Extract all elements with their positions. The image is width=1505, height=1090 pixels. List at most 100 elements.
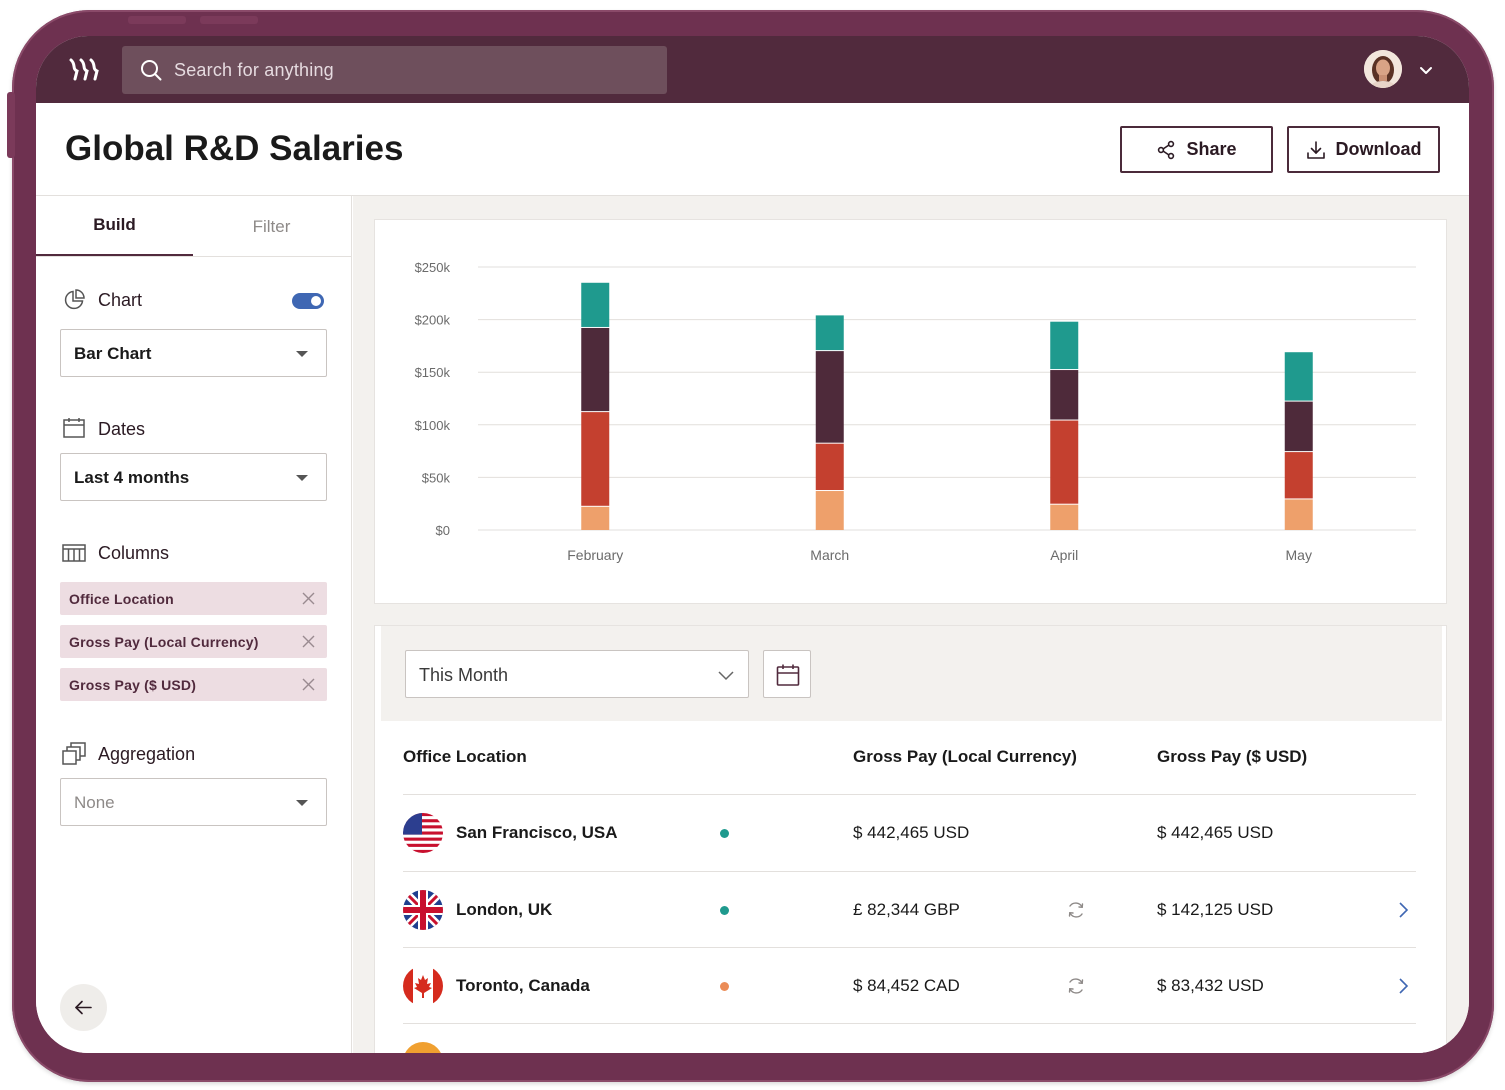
column-header-gross-pay-usd[interactable]: Gross Pay ($ USD) [1157, 747, 1308, 766]
aggregation-section-label: Aggregation [98, 744, 196, 764]
chart-toggle[interactable] [292, 293, 324, 309]
column-chip-label: Office Location [69, 591, 174, 607]
avatar-portrait-icon [1364, 50, 1402, 88]
y-tick-label: $200k [415, 313, 451, 328]
us-flag-icon [403, 813, 443, 853]
table-row[interactable]: San Francisco, USA $ 442,465 USD $ 442,4… [403, 794, 1416, 871]
gross-pay-local: $ 84,452 CAD [853, 976, 960, 995]
bar-segment[interactable] [1284, 352, 1313, 401]
columns-section-label: Columns [98, 543, 170, 563]
bar-segment[interactable] [1284, 499, 1313, 530]
table-row[interactable]: Toronto, Canada $ 84,452 CAD $ 83,432 US… [403, 947, 1416, 1024]
status-dot [720, 906, 729, 915]
x-tick-label: February [567, 547, 623, 563]
column-chip-label: Gross Pay ($ USD) [69, 677, 197, 693]
y-tick-label: $150k [415, 365, 451, 380]
bar-segment[interactable] [581, 412, 610, 506]
stacked-bar-chart: $0 $50k $100k $150k $200k $250k February March A… [415, 260, 1416, 563]
chart-type-select[interactable]: Bar Chart [60, 329, 327, 377]
next-row-flag-icon [403, 1042, 443, 1053]
column-chip-gross-pay-local[interactable]: Gross Pay (Local Currency) [60, 625, 327, 658]
uk-flag-icon [403, 890, 443, 930]
date-range-value: Last 4 months [74, 468, 190, 487]
calendar-button[interactable] [763, 650, 811, 698]
bar-segment[interactable] [1050, 321, 1079, 370]
bar-segment[interactable] [815, 315, 844, 351]
calendar-icon [63, 418, 85, 438]
office-location: London, UK [456, 900, 553, 919]
bar-segment[interactable] [581, 282, 610, 327]
period-select[interactable]: This Month [405, 650, 749, 698]
date-range-select[interactable]: Last 4 months [60, 453, 327, 501]
bar-segment[interactable] [815, 491, 844, 530]
caret-down-icon [296, 351, 308, 357]
bar-segment[interactable] [815, 351, 844, 443]
bar-segment[interactable] [815, 443, 844, 491]
columns-icon [62, 544, 86, 562]
table-row[interactable]: London, UK £ 82,344 GBP $ 142,125 USD [403, 871, 1416, 948]
app-screen: Search for anything Global R&D Salaries [36, 36, 1469, 1053]
tab-filter[interactable]: Filter [252, 216, 291, 236]
back-button[interactable] [60, 984, 107, 1031]
column-chip-gross-pay-usd[interactable]: Gross Pay ($ USD) [60, 668, 327, 701]
aggregation-select[interactable]: None [60, 778, 327, 826]
remove-icon[interactable] [302, 678, 315, 691]
bar-segment[interactable] [1050, 420, 1079, 504]
canada-flag-icon [403, 966, 443, 1006]
bar-segment[interactable] [581, 506, 610, 530]
table-filter-bar: This Month [381, 626, 1442, 721]
share-icon [1158, 140, 1175, 159]
gross-pay-local: $ 442,465 USD [853, 823, 970, 842]
chart-type-value: Bar Chart [74, 344, 152, 363]
period-value: This Month [419, 665, 509, 685]
column-chip-label: Gross Pay (Local Currency) [69, 634, 259, 650]
office-location: San Francisco, USA [456, 823, 618, 842]
bar-segment[interactable] [581, 327, 610, 412]
remove-icon[interactable] [302, 635, 315, 648]
x-tick-label: March [810, 547, 849, 563]
download-button[interactable]: Download [1287, 126, 1440, 173]
y-tick-label: $0 [436, 523, 450, 538]
gross-pay-usd: $ 442,465 USD [1157, 823, 1274, 842]
x-tick-label: May [1286, 547, 1312, 563]
search-input[interactable]: Search for anything [122, 46, 667, 94]
chart-section-label: Chart [98, 290, 143, 310]
caret-down-icon [296, 475, 308, 481]
column-header-office-location[interactable]: Office Location [403, 747, 527, 766]
dates-section-label: Dates [98, 419, 146, 439]
status-dot [720, 829, 729, 838]
chevron-right-icon[interactable] [1396, 901, 1410, 919]
chevron-right-icon[interactable] [1396, 977, 1410, 995]
top-navigation-bar: Search for anything [36, 36, 1469, 103]
bar-segment[interactable] [1050, 504, 1079, 530]
page-header: Global R&D Salaries Share Download [36, 103, 1469, 196]
tabs-divider [36, 256, 352, 257]
caret-down-icon [296, 800, 308, 806]
user-avatar[interactable] [1364, 50, 1402, 88]
bar-segment[interactable] [1284, 401, 1313, 452]
column-chip-office-location[interactable]: Office Location [60, 582, 327, 615]
bar-segment[interactable] [1284, 452, 1313, 499]
report-main-area: $0 $50k $100k $150k $200k $250k February March A… [353, 196, 1469, 1053]
tab-build[interactable]: Build [36, 196, 193, 257]
y-tick-label: $250k [415, 260, 451, 275]
currency-sync-icon [1068, 902, 1084, 918]
chevron-down-icon [718, 671, 734, 681]
search-icon [141, 60, 162, 81]
gross-pay-local: £ 82,344 GBP [853, 900, 960, 919]
device-side-button [7, 92, 15, 158]
gross-pay-usd: $ 142,125 USD [1157, 900, 1274, 919]
report-builder-sidebar: Build Filter Chart Bar Chart Dates Last … [36, 196, 352, 1053]
aggregation-icon [62, 742, 86, 765]
rippling-logo-icon[interactable] [69, 57, 101, 81]
page-title: Global R&D Salaries [65, 129, 404, 168]
y-tick-label: $50k [422, 470, 451, 485]
share-button[interactable]: Share [1120, 126, 1273, 173]
aggregation-value: None [74, 793, 115, 812]
remove-icon[interactable] [302, 592, 315, 605]
bar-segment[interactable] [1050, 370, 1079, 420]
column-header-gross-pay-local[interactable]: Gross Pay (Local Currency) [853, 747, 1077, 766]
chevron-down-icon[interactable] [1418, 62, 1434, 78]
x-tick-label: April [1050, 547, 1078, 563]
share-label: Share [1186, 139, 1237, 159]
